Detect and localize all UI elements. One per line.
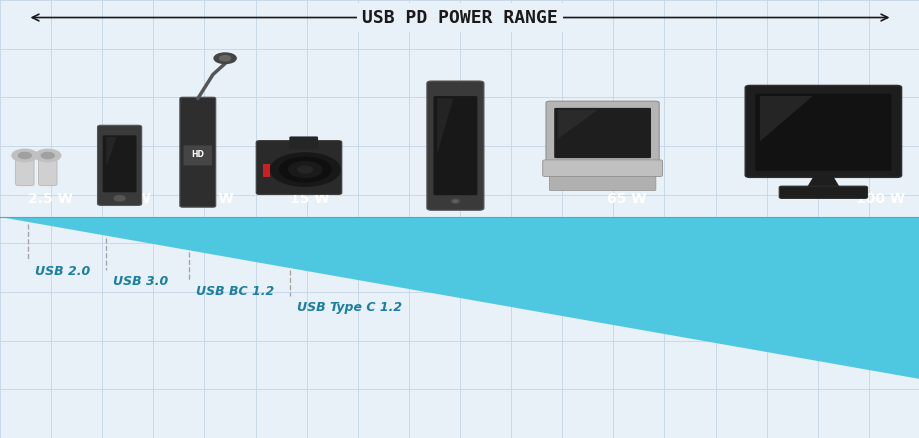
Circle shape (289, 162, 322, 177)
Circle shape (41, 152, 54, 159)
Text: HD: HD (191, 150, 204, 159)
Circle shape (270, 153, 340, 186)
FancyBboxPatch shape (778, 186, 867, 198)
FancyBboxPatch shape (744, 85, 901, 177)
Circle shape (12, 149, 38, 162)
Text: USB 2.0: USB 2.0 (35, 265, 90, 279)
Circle shape (220, 56, 231, 61)
FancyBboxPatch shape (289, 137, 318, 149)
Circle shape (114, 196, 125, 201)
Polygon shape (107, 137, 117, 166)
FancyBboxPatch shape (426, 81, 483, 210)
Text: 4.5 W: 4.5 W (106, 192, 151, 206)
Circle shape (450, 199, 460, 203)
Polygon shape (557, 110, 597, 139)
Text: 2.5 W: 2.5 W (28, 192, 73, 206)
FancyBboxPatch shape (542, 160, 662, 177)
Text: 15 W: 15 W (289, 192, 329, 206)
FancyBboxPatch shape (549, 177, 655, 191)
Text: USB 3.0: USB 3.0 (113, 275, 168, 288)
Text: 100 W: 100 W (855, 192, 903, 206)
Circle shape (453, 200, 457, 202)
FancyBboxPatch shape (39, 158, 57, 186)
Text: USB PD POWER RANGE: USB PD POWER RANGE (362, 8, 557, 27)
FancyBboxPatch shape (553, 108, 651, 158)
FancyBboxPatch shape (263, 163, 270, 177)
Text: 7.5 W: 7.5 W (188, 192, 233, 206)
Circle shape (18, 152, 31, 159)
FancyBboxPatch shape (183, 145, 212, 166)
FancyBboxPatch shape (97, 125, 142, 205)
Polygon shape (437, 98, 453, 153)
Circle shape (214, 53, 236, 64)
Polygon shape (0, 217, 919, 379)
Text: USB Type C 1.2: USB Type C 1.2 (297, 301, 402, 314)
FancyBboxPatch shape (433, 96, 477, 195)
Circle shape (279, 157, 331, 182)
Text: USB BC 1.2: USB BC 1.2 (196, 285, 274, 298)
FancyBboxPatch shape (16, 158, 34, 186)
FancyBboxPatch shape (754, 94, 891, 171)
Text: 65 W: 65 W (607, 192, 646, 206)
FancyBboxPatch shape (180, 97, 216, 207)
Polygon shape (806, 175, 839, 187)
FancyBboxPatch shape (546, 101, 659, 164)
FancyBboxPatch shape (103, 135, 136, 192)
Polygon shape (759, 96, 811, 141)
Circle shape (298, 166, 312, 173)
Circle shape (35, 149, 61, 162)
FancyBboxPatch shape (255, 141, 342, 194)
